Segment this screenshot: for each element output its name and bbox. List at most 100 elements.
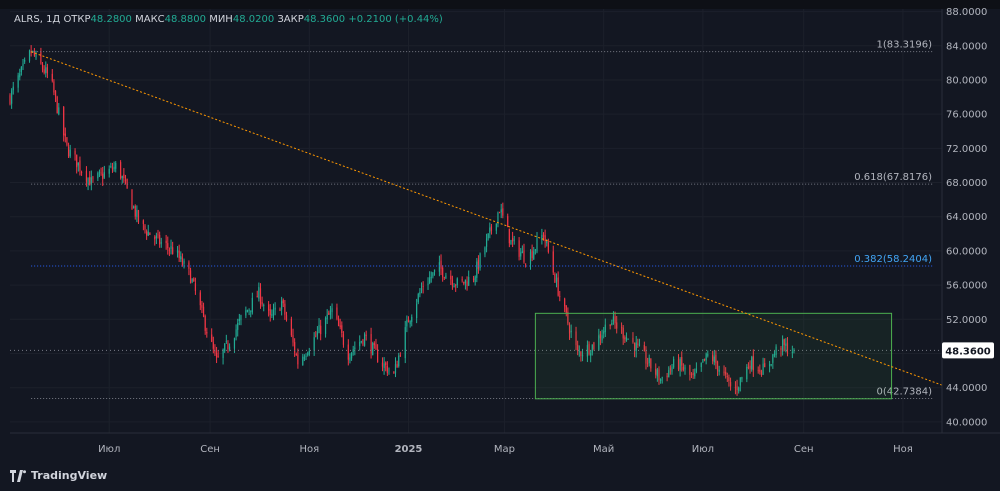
candle-body	[518, 240, 520, 257]
candle-body	[620, 327, 623, 329]
candle-body	[74, 150, 76, 155]
candle-body	[76, 154, 78, 168]
candle-body	[331, 308, 333, 313]
time-axis[interactable]: Июл Сен Ноя 2025 Мар Май Июл Сен Ноя	[98, 444, 913, 455]
candle-body	[648, 357, 650, 364]
candle-body	[749, 365, 751, 369]
candle-body	[741, 377, 743, 380]
candle-body	[568, 325, 571, 334]
range-box	[534, 312, 893, 400]
candle-body	[121, 176, 123, 179]
candle-body	[673, 359, 675, 368]
candle-body	[189, 270, 192, 284]
time-tick-label: 2025	[395, 444, 423, 455]
candle-body	[502, 208, 504, 216]
candle-body	[240, 315, 242, 321]
candle-body	[633, 342, 636, 352]
candle-body	[97, 173, 99, 179]
candle-body	[416, 303, 418, 318]
candle-body	[713, 356, 715, 363]
candle-body	[609, 324, 611, 327]
candle-body	[645, 351, 647, 364]
candle-body	[463, 281, 465, 284]
candle-body	[490, 226, 493, 231]
price-tick-label: 64.0000	[946, 212, 987, 223]
candle-body	[100, 172, 102, 174]
candle-body	[362, 339, 364, 345]
candle-body	[41, 64, 44, 70]
candle-body	[474, 276, 476, 283]
candle-body	[202, 306, 205, 317]
candle-body	[762, 363, 764, 375]
candle-body	[773, 354, 776, 356]
candle-body	[147, 231, 149, 236]
trendline	[30, 51, 943, 386]
candle-body	[170, 246, 172, 249]
candle-body	[487, 233, 489, 239]
candle-body	[339, 325, 341, 328]
candle-body	[577, 345, 579, 351]
candle-body	[214, 350, 216, 353]
drawings	[30, 51, 943, 400]
candle-body	[372, 343, 374, 356]
candle-body	[703, 358, 706, 361]
candle-body	[154, 236, 156, 240]
candle-body	[191, 279, 193, 282]
candle-body	[51, 73, 53, 81]
candle-body	[419, 292, 421, 295]
candle-body	[660, 379, 662, 381]
candle-body	[341, 325, 343, 334]
candle-body	[668, 370, 670, 378]
candle-body	[261, 302, 263, 305]
candle-body	[363, 334, 366, 346]
candle-body	[263, 305, 265, 307]
candle-body	[655, 368, 657, 375]
candle-body	[290, 318, 292, 336]
candle-body	[24, 60, 26, 62]
candle-body	[489, 227, 491, 233]
candle-body	[547, 242, 549, 252]
candle-body	[315, 335, 317, 337]
candle-body	[233, 338, 236, 349]
symbol-legend: ALRS, 1Д ОТКР48.2800 МАКС48.8800 МИН48.0…	[14, 14, 443, 25]
candle-body	[302, 356, 304, 365]
candle-body	[318, 324, 320, 334]
candle-body	[188, 262, 190, 269]
candle-body	[511, 237, 514, 242]
candle-body	[248, 309, 250, 311]
candle-body	[760, 371, 763, 376]
candle-body	[614, 316, 616, 324]
tradingview-branding[interactable]: TradingView	[10, 469, 107, 482]
candle-body	[484, 247, 486, 255]
candle-body	[56, 96, 58, 114]
candle-body	[624, 337, 626, 340]
candle-body	[650, 358, 652, 369]
candle-body	[728, 377, 730, 382]
fib-level-label: 1(83.3196)	[876, 40, 932, 51]
candle-body	[523, 250, 525, 263]
candle-body	[752, 356, 754, 371]
candle-body	[429, 277, 431, 283]
candle-body	[757, 370, 759, 372]
fib-level-label: 0.618(67.8176)	[854, 172, 932, 183]
candle-body	[625, 336, 628, 342]
candle-body	[658, 369, 660, 381]
candle-body	[388, 370, 390, 372]
candle-body	[409, 320, 411, 325]
last-price-tag: 48.3600	[942, 342, 994, 359]
candle-body	[136, 209, 138, 217]
candle-body	[715, 354, 717, 364]
candle-body	[534, 249, 536, 251]
candle-body	[269, 309, 271, 315]
price-tick-label: 88.0000	[946, 7, 987, 18]
candle-body	[420, 288, 423, 291]
candle-body	[500, 209, 502, 213]
candle-body	[79, 160, 81, 171]
candle-body	[718, 369, 720, 372]
candle-body	[531, 250, 533, 259]
candle-body	[217, 355, 219, 357]
candle-body	[45, 67, 47, 74]
candle-body	[131, 189, 133, 210]
candle-body	[495, 223, 497, 231]
candle-body	[692, 373, 694, 375]
